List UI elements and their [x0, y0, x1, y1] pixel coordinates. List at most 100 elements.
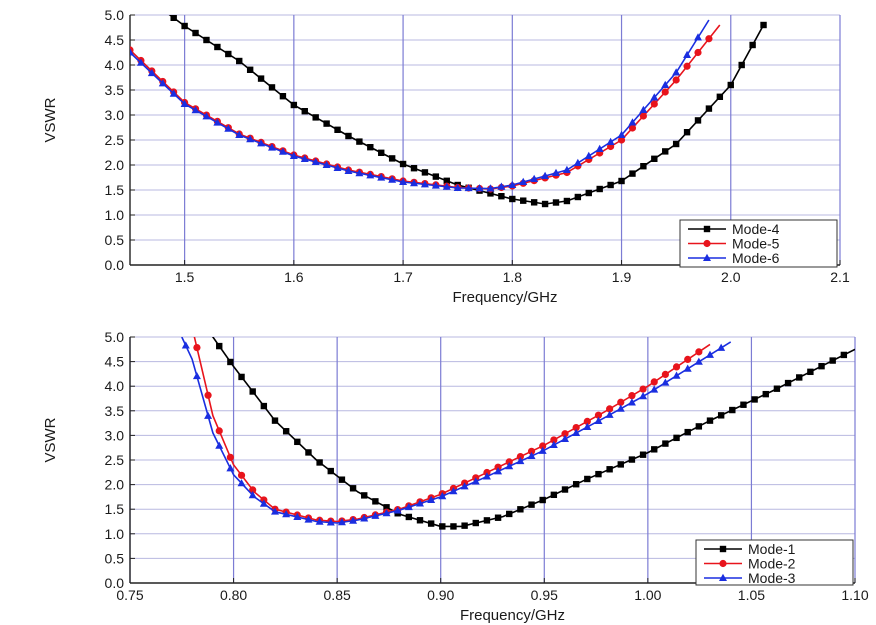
y-tick-label: 4.0 — [105, 57, 125, 73]
data-point — [639, 385, 647, 393]
data-point — [818, 362, 825, 370]
data-point — [509, 195, 516, 203]
data-point — [193, 343, 201, 352]
data-point — [530, 174, 539, 182]
data-point — [257, 139, 266, 147]
data-point — [294, 438, 301, 446]
y-tick-label: 2.0 — [105, 157, 125, 173]
data-point — [498, 193, 505, 200]
y-axis-label: VSWR — [42, 417, 59, 462]
data-point — [399, 177, 408, 185]
y-tick-label: 3.5 — [105, 403, 125, 419]
data-point — [639, 105, 648, 113]
data-point — [572, 481, 580, 488]
data-point — [349, 516, 358, 524]
data-point — [382, 509, 391, 517]
data-point — [527, 447, 536, 455]
data-point — [584, 151, 593, 159]
data-point — [170, 15, 177, 21]
data-point — [672, 76, 680, 84]
data-point — [312, 114, 319, 121]
data-point — [169, 89, 178, 97]
series-mode-6 — [130, 19, 710, 192]
data-point — [204, 391, 212, 399]
data-point — [432, 173, 440, 180]
legend-label: Mode-1 — [748, 541, 796, 557]
data-point — [293, 512, 302, 520]
data-point — [388, 155, 396, 162]
data-point — [439, 523, 446, 530]
y-tick-label: 2.5 — [105, 132, 125, 148]
data-point — [729, 406, 736, 414]
data-point — [249, 388, 256, 395]
data-point — [694, 48, 702, 57]
data-point — [595, 144, 604, 152]
data-point — [213, 118, 222, 126]
data-point — [404, 502, 413, 511]
data-point — [705, 35, 713, 43]
y-tick-label: 2.0 — [105, 477, 125, 493]
data-point — [136, 58, 145, 66]
x-tick-label: 1.8 — [503, 269, 523, 285]
data-point — [147, 68, 156, 77]
data-point — [661, 88, 669, 96]
data-point — [226, 453, 234, 461]
data-point — [616, 404, 625, 412]
x-tick-label: 0.95 — [531, 587, 558, 603]
data-point — [249, 486, 257, 494]
data-point — [279, 93, 287, 100]
x-tick-label: 0.85 — [324, 587, 351, 603]
data-point — [372, 498, 379, 505]
data-point — [683, 129, 691, 136]
data-point — [684, 428, 691, 436]
x-tick-label: 2.1 — [830, 269, 850, 285]
data-point — [290, 101, 298, 109]
data-point — [268, 143, 276, 151]
data-point — [749, 41, 756, 49]
data-point — [356, 138, 363, 145]
data-point — [695, 423, 703, 430]
data-point — [672, 371, 681, 379]
data-point — [181, 341, 190, 349]
data-point — [471, 477, 480, 485]
data-point — [606, 405, 614, 413]
x-tick-label: 1.9 — [612, 269, 632, 285]
x-tick-label: 1.7 — [393, 269, 413, 285]
data-point — [672, 140, 680, 148]
series-mode-1 — [211, 337, 855, 530]
data-point — [322, 160, 331, 168]
data-point — [282, 428, 290, 435]
legend-label: Mode-4 — [732, 221, 780, 237]
data-point — [606, 466, 613, 473]
data-point — [225, 50, 232, 58]
data-point — [740, 401, 747, 408]
data-point — [246, 66, 254, 73]
data-point — [377, 173, 386, 181]
data-point — [246, 135, 255, 143]
y-tick-label: 0.5 — [105, 550, 125, 566]
data-point — [506, 510, 513, 518]
data-point — [694, 117, 702, 124]
data-point — [738, 61, 745, 69]
data-point — [607, 181, 614, 189]
data-point — [572, 423, 580, 432]
data-point — [628, 124, 637, 132]
data-point — [383, 504, 390, 511]
data-point — [550, 436, 558, 444]
data-point — [594, 411, 603, 419]
data-point — [639, 392, 648, 400]
data-point — [204, 411, 213, 419]
x-tick-label: 1.5 — [175, 269, 195, 285]
data-point — [617, 398, 625, 406]
data-point — [191, 106, 200, 114]
data-point — [727, 81, 734, 89]
series-line — [168, 15, 765, 205]
data-point — [516, 452, 524, 461]
data-point — [661, 370, 669, 379]
data-point — [399, 160, 407, 168]
data-point — [305, 449, 312, 456]
data-point — [695, 348, 703, 356]
data-point — [528, 501, 535, 508]
data-point — [640, 163, 647, 170]
